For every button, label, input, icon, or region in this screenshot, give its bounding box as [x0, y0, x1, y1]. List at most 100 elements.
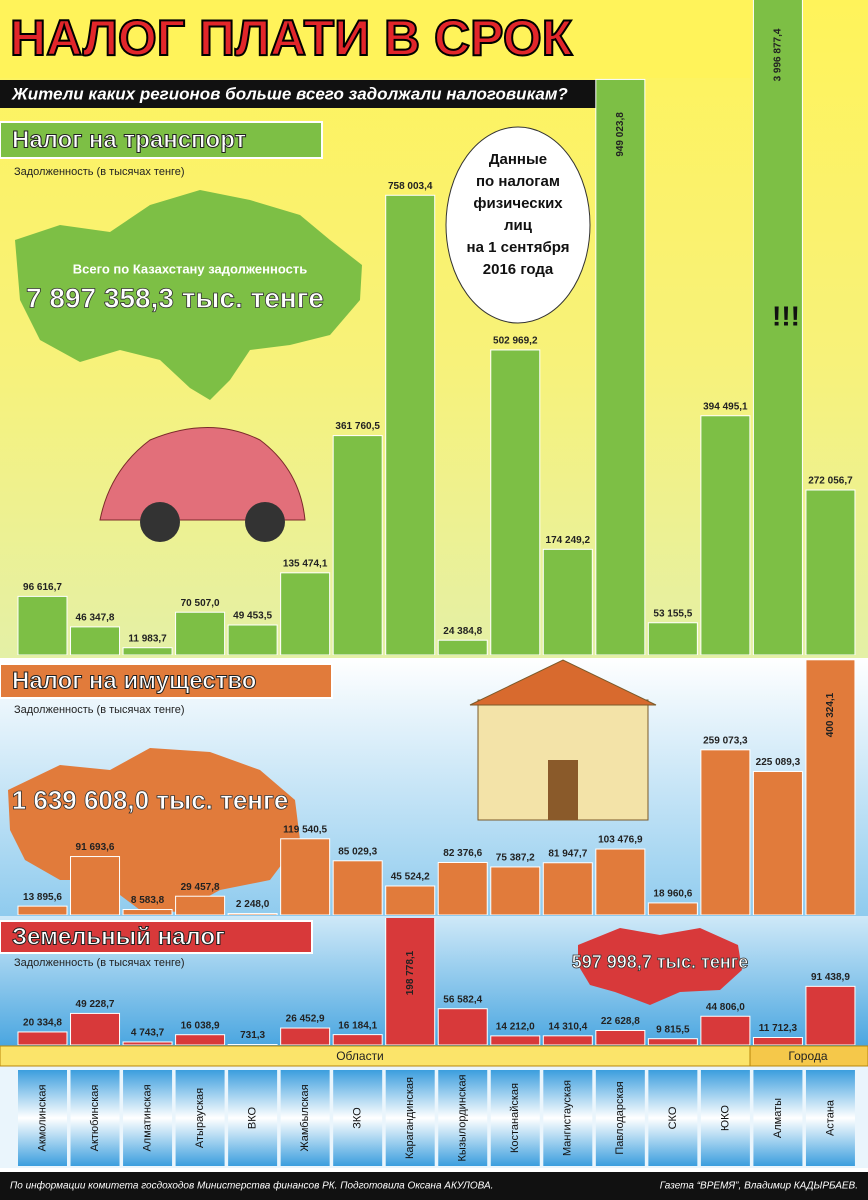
category-box: [543, 1070, 593, 1166]
bar: [332, 1034, 383, 1045]
value-label: 46 347,8: [76, 613, 115, 624]
value-label: 81 947,7: [548, 848, 587, 859]
value-label: 758 003,4: [388, 181, 433, 192]
bar: [595, 78, 646, 655]
value-label: 24 384,8: [443, 626, 482, 637]
value-label: 44 806,0: [706, 1002, 745, 1013]
value-label: 29 457,8: [181, 882, 220, 893]
bar: [805, 985, 856, 1045]
value-label: 400 324,1: [825, 692, 836, 737]
category-label: Акмолинская: [36, 1085, 48, 1152]
section-title-box: [0, 920, 313, 954]
section-subtitle: Задолженность (в тысячах тенге): [14, 957, 185, 969]
value-label: 56 582,4: [443, 994, 482, 1005]
bar: [17, 905, 68, 915]
footer-bar: [0, 1172, 868, 1200]
value-label: 82 376,6: [443, 848, 482, 859]
value-label: 361 760,5: [335, 421, 380, 432]
section-title-box: [0, 663, 333, 699]
category-label: Жамбылская: [299, 1084, 311, 1151]
bar: [805, 660, 856, 915]
bar: [647, 1038, 698, 1045]
bar: [385, 885, 436, 915]
value-label: 9 815,5: [656, 1024, 690, 1035]
value-label: 731,3: [240, 1030, 265, 1041]
exclamation: !!!: [772, 300, 800, 331]
value-label: 49 228,7: [76, 999, 115, 1010]
note-line: по налогам: [476, 173, 560, 190]
category-box: [753, 1070, 803, 1166]
category-box: [175, 1070, 225, 1166]
value-label: 13 895,6: [23, 892, 62, 903]
bar: [647, 622, 698, 655]
value-label: 16 184,1: [338, 1020, 377, 1031]
value-label: 272 056,7: [808, 476, 853, 487]
bar: [752, 0, 803, 655]
value-label: 949 023,8: [615, 112, 626, 157]
section-title: Земельный налог: [12, 923, 225, 950]
bar: [647, 902, 698, 915]
category-box: [805, 1070, 855, 1166]
value-label: 11 983,7: [128, 633, 167, 644]
section-title: Налог на транспорт: [12, 126, 247, 153]
value-label: 96 616,7: [23, 582, 62, 593]
value-label: 91 693,6: [76, 842, 115, 853]
bar: [700, 1015, 751, 1045]
value-label: 259 073,3: [703, 735, 748, 746]
category-box: [333, 1070, 383, 1166]
category-label: Карагандинская: [404, 1077, 416, 1159]
value-label: 4 743,7: [131, 1028, 165, 1039]
category-box: [700, 1070, 750, 1166]
bar: [175, 611, 226, 655]
note-bubble: [445, 126, 591, 324]
note-line: на 1 сентября: [467, 239, 570, 256]
bar: [332, 435, 383, 655]
bar: [595, 1029, 646, 1045]
group-label: Города: [788, 1049, 827, 1063]
bar: [490, 866, 541, 915]
bar: [17, 595, 68, 655]
value-label: 225 089,3: [756, 757, 801, 768]
bar: [752, 1036, 803, 1045]
bar: [280, 572, 331, 655]
value-label: 135 474,1: [283, 558, 328, 569]
bar: [17, 1031, 68, 1045]
category-label: ВКО: [247, 1106, 259, 1129]
bar: [595, 848, 646, 915]
value-label: 49 453,5: [233, 611, 272, 622]
bar: [280, 1027, 331, 1045]
bar: [385, 194, 436, 655]
header-bg: [0, 0, 750, 78]
bar: [227, 624, 278, 655]
value-label: 45 524,2: [391, 872, 430, 883]
value-label: 11 712,3: [759, 1023, 798, 1034]
bar: [437, 861, 488, 915]
category-label: Алматинская: [141, 1084, 153, 1151]
category-label: ЮКО: [719, 1105, 731, 1131]
category-label: СКО: [667, 1106, 679, 1129]
house-illustration: [469, 659, 657, 821]
category-label: Кызылординская: [457, 1074, 469, 1161]
bar: [542, 862, 593, 915]
category-label: ЗКО: [352, 1107, 364, 1129]
value-label: 174 249,2: [546, 535, 591, 546]
group-label: Области: [336, 1049, 384, 1063]
category-box: [123, 1070, 173, 1166]
value-label: 198 778,1: [405, 950, 416, 995]
category-box: [595, 1070, 645, 1166]
bar: [280, 838, 331, 915]
value-label: 26 452,9: [286, 1014, 325, 1025]
bar: [175, 1034, 226, 1045]
value-label: 85 029,3: [338, 846, 377, 857]
bar: [385, 918, 436, 1045]
category-box: [490, 1070, 540, 1166]
group-bar: [749, 1045, 868, 1067]
bar: [490, 1035, 541, 1045]
category-box: [438, 1070, 488, 1166]
kazakhstan-map: [578, 928, 742, 1005]
bar: [542, 548, 593, 655]
bar: [122, 1041, 173, 1045]
value-label: 119 540,5: [283, 824, 327, 835]
bar: [70, 626, 121, 655]
bar: [332, 860, 383, 915]
